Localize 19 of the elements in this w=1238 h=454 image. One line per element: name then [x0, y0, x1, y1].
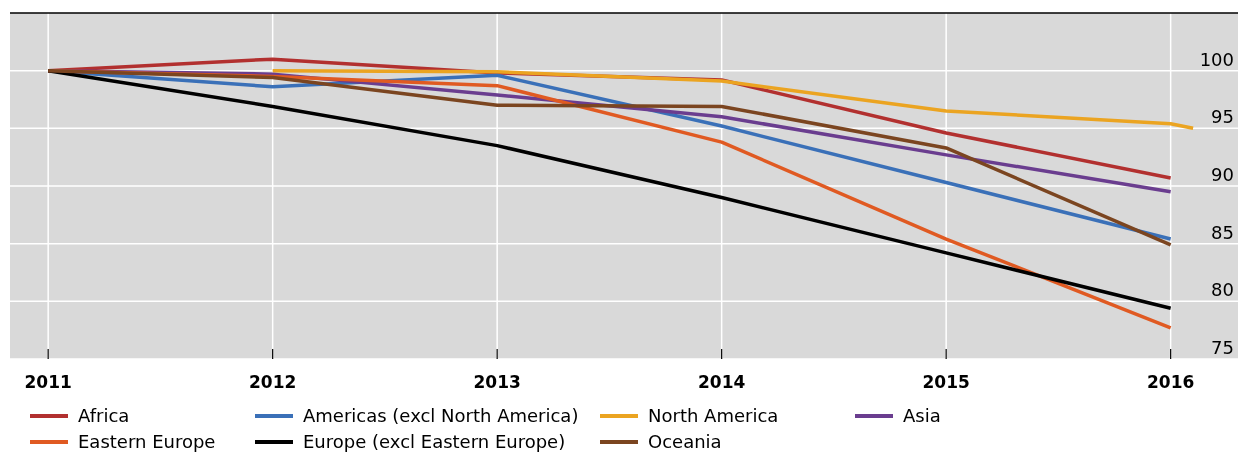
x-tick-label: 2012: [249, 372, 297, 392]
x-tick-label: 2016: [1146, 372, 1195, 392]
y-tick-label: 100: [1199, 48, 1234, 70]
y-tick-label: 85: [1211, 221, 1234, 243]
x-tick-label: 2011: [24, 372, 72, 392]
x-tick-label: 2014: [697, 372, 746, 392]
x-tick-label: 2013: [473, 372, 521, 392]
legend-label: Asia: [903, 405, 941, 426]
legend-label: Europe (excl Eastern Europe): [303, 431, 566, 452]
legend-label: Americas (excl North America): [303, 405, 579, 426]
y-tick-label: 75: [1211, 337, 1234, 358]
legend-label: Eastern Europe: [78, 431, 216, 452]
legend-label: North America: [648, 405, 779, 426]
x-tick-label: 2015: [922, 372, 970, 392]
legend-label: Africa: [78, 405, 130, 426]
y-tick-label: 80: [1211, 279, 1234, 301]
y-tick-label: 90: [1211, 164, 1234, 185]
legend-label: Oceania: [648, 431, 722, 452]
y-tick-label: 95: [1211, 106, 1234, 128]
